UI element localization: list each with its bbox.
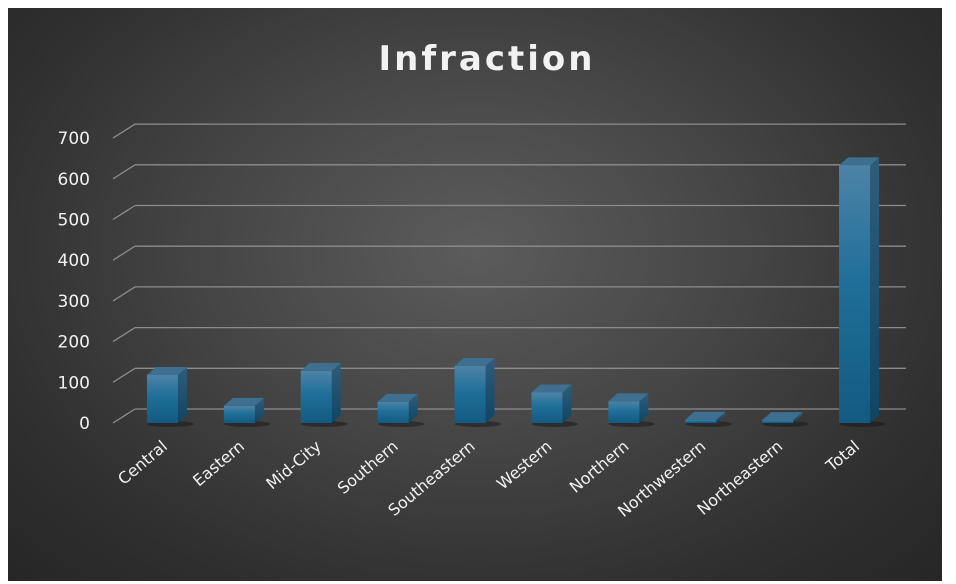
bar-top: [300, 362, 341, 371]
bar: [839, 157, 886, 427]
bar-top: [377, 393, 418, 402]
bar-front: [531, 392, 563, 423]
gridline-depth: [112, 286, 136, 302]
bar-front: [839, 165, 871, 423]
y-tick-label: 300: [58, 292, 90, 312]
x-category-label: Eastern: [189, 437, 248, 491]
gridline-depth: [112, 204, 136, 221]
bar: [223, 397, 271, 427]
gridline-depth: [112, 367, 136, 383]
bar-side: [254, 397, 264, 423]
bar-front: [300, 370, 332, 423]
x-category-label: Southern: [334, 437, 402, 498]
x-category-label: Total: [822, 437, 864, 476]
x-category-label: Northern: [566, 437, 633, 497]
gridline-depth: [112, 123, 136, 139]
bar-side: [716, 411, 726, 423]
y-tick-label: 200: [58, 333, 90, 353]
bar-front: [762, 420, 794, 423]
bar: [454, 358, 502, 427]
bar: [146, 366, 194, 427]
bar-top: [223, 397, 264, 406]
chart-area: Infraction 0 100 200 300 400 500 600 700 Centra…: [8, 8, 942, 581]
bar-top: [146, 366, 187, 375]
bar-side: [331, 362, 341, 423]
gridline-depth: [112, 164, 136, 180]
bar: [762, 412, 809, 427]
y-tick-label: 500: [58, 211, 90, 231]
bar-side: [870, 157, 880, 423]
bar-front: [685, 419, 717, 423]
bar-side: [639, 393, 649, 423]
y-tick-label: 600: [58, 170, 90, 190]
y-tick-label: 400: [58, 251, 90, 271]
x-category-label: Central: [114, 437, 171, 489]
bar-front: [146, 374, 178, 423]
gridline-depth: [112, 408, 136, 424]
bar-side: [408, 393, 418, 423]
bar-front: [454, 366, 486, 423]
y-tick-label: 100: [58, 373, 90, 393]
bar-side: [177, 366, 187, 423]
y-tick-label: 700: [58, 129, 90, 149]
bar: [300, 362, 348, 427]
gridline-depth: [112, 327, 136, 343]
bar-top: [762, 412, 803, 421]
bar-top: [685, 411, 726, 420]
bar: [608, 393, 656, 427]
bar: [685, 411, 732, 427]
bar-side: [793, 412, 803, 423]
bar-front: [223, 405, 255, 423]
bar: [531, 384, 579, 427]
bar-front: [377, 401, 409, 423]
bar-top: [531, 384, 572, 393]
gridline-depth: [112, 245, 136, 261]
x-category-label: Western: [493, 437, 555, 494]
bar-side: [485, 358, 495, 423]
bar: [377, 393, 425, 427]
bar-front: [608, 401, 640, 423]
chart-title: Infraction: [379, 39, 596, 79]
bar-chart: Infraction 0 100 200 300 400 500 600 700 Centra…: [58, 39, 906, 521]
bar-side: [562, 384, 572, 423]
bar-top: [454, 358, 495, 367]
bar-top: [839, 157, 880, 166]
bar-top: [608, 393, 649, 402]
y-tick-label: 0: [79, 414, 90, 434]
x-category-label: Mid-City: [262, 437, 324, 494]
